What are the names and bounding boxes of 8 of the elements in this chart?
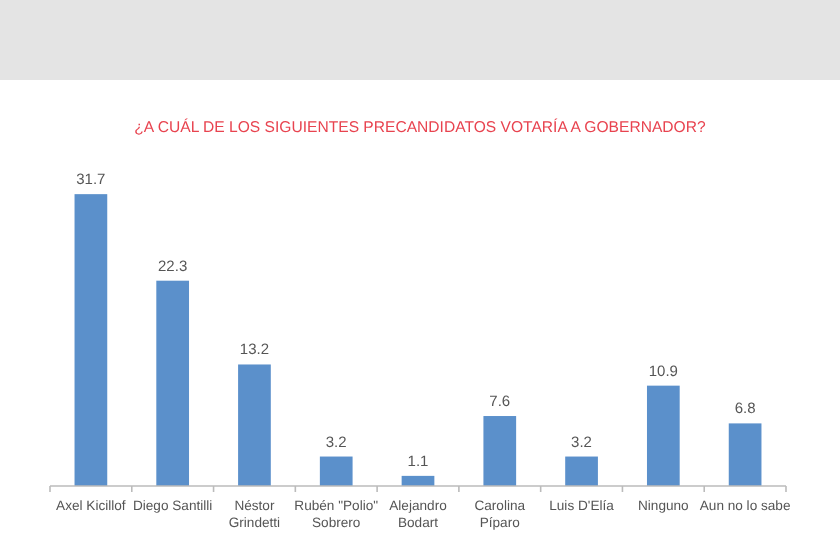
bar — [483, 416, 517, 486]
bar — [565, 456, 598, 486]
bar — [238, 364, 271, 486]
bar — [74, 194, 108, 486]
bar — [646, 385, 680, 486]
bar — [156, 280, 190, 486]
bar — [728, 423, 762, 486]
bar — [319, 456, 353, 486]
